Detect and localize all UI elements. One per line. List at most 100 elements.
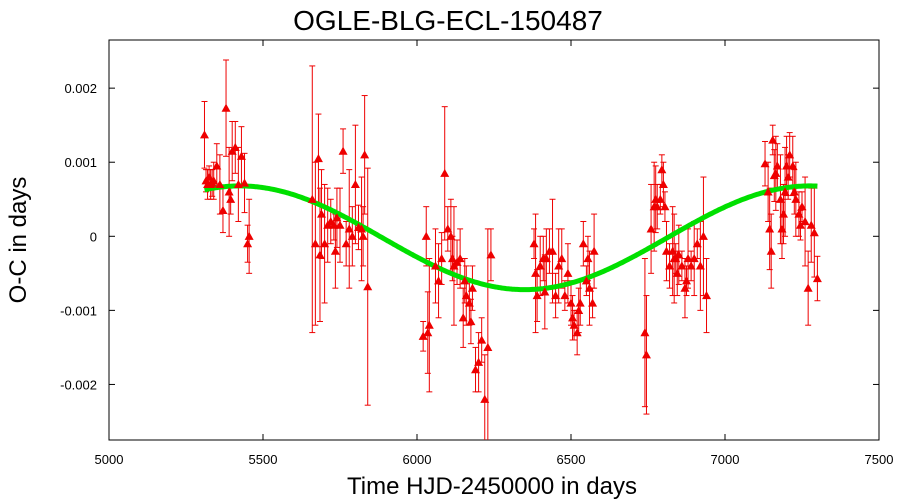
data-point [443, 224, 453, 233]
data-point [683, 254, 693, 263]
data-point [244, 231, 254, 240]
data-point [771, 168, 781, 177]
data-point [760, 159, 770, 168]
data-point [209, 176, 219, 185]
data-point [466, 316, 476, 326]
data-point [674, 250, 684, 259]
data-point [563, 268, 573, 277]
data-point [474, 357, 484, 366]
data-point [554, 261, 564, 270]
data-point [551, 291, 561, 300]
data-point [313, 154, 323, 163]
data-point [702, 291, 712, 300]
data-point [809, 228, 819, 237]
data-point [350, 179, 360, 189]
data-point [458, 313, 468, 322]
x-tick-label: 7500 [865, 452, 894, 467]
data-point [794, 209, 804, 218]
data-point [779, 209, 789, 218]
data-point [655, 194, 665, 203]
data-point [307, 194, 317, 203]
data-point [777, 224, 787, 233]
data-point [480, 394, 490, 403]
data-point [575, 298, 585, 307]
x-axis-ticks: 5000 5500 6000 6500 7000 7500 [95, 40, 894, 467]
data-point [218, 205, 228, 214]
fit-curve-line [204, 183, 818, 293]
data-point [698, 231, 708, 240]
data-point [812, 274, 822, 283]
data-point [800, 216, 810, 226]
data-point [680, 283, 690, 292]
y-tick-label: -0.002 [60, 377, 97, 392]
data-point [560, 291, 570, 300]
data-point [566, 298, 576, 307]
data-point [782, 161, 792, 170]
data-point [765, 224, 775, 233]
data-point [199, 130, 209, 139]
data-point [640, 328, 650, 337]
data-point [785, 150, 795, 159]
data-point [548, 246, 558, 255]
y-axis-ticks: -0.002 -0.001 0 0.001 0.002 [60, 81, 879, 392]
data-point [204, 172, 214, 181]
data-point [424, 320, 434, 329]
data-point [766, 246, 776, 255]
data-point [658, 179, 668, 189]
data-point [467, 283, 477, 292]
x-tick-label: 7000 [711, 452, 740, 467]
data-point [540, 287, 550, 296]
data-point [581, 276, 591, 285]
data-point [584, 283, 594, 292]
data-point [783, 172, 793, 181]
data-point [686, 261, 696, 270]
data-point [692, 239, 702, 248]
data-point [578, 239, 588, 248]
data-point [440, 168, 450, 177]
data-point [320, 239, 330, 248]
data-point [437, 254, 447, 263]
data-point [588, 298, 598, 307]
y-tick-label: 0.001 [64, 155, 97, 170]
data-point [357, 224, 367, 233]
data-point [477, 335, 487, 344]
data-point [221, 103, 231, 112]
data-point [646, 224, 656, 233]
plot-area [108, 39, 880, 441]
data-point [763, 187, 773, 196]
data-point [421, 231, 431, 240]
data-point [652, 202, 662, 211]
data-point [660, 202, 670, 211]
y-axis-label: O-C in days [5, 177, 32, 304]
x-tick-label: 5000 [95, 452, 124, 467]
data-point [310, 239, 320, 248]
data-point [780, 187, 790, 196]
data-point [768, 135, 778, 144]
data-point [695, 261, 705, 270]
y-tick-label: -0.001 [60, 303, 97, 318]
fit-curve [204, 183, 818, 293]
data-point [532, 291, 542, 300]
data-point [557, 254, 567, 263]
data-point [529, 239, 539, 248]
data-point [789, 187, 799, 196]
data-point [446, 231, 456, 240]
data-point [423, 328, 433, 337]
data-point [572, 328, 582, 337]
data-point [418, 331, 428, 340]
data-point [344, 224, 354, 233]
data-point [775, 194, 785, 203]
data-point [338, 146, 348, 155]
error-bar [484, 228, 491, 440]
data-point [347, 231, 357, 240]
data-point [215, 179, 225, 189]
data-point [795, 220, 805, 229]
data-point [535, 261, 545, 270]
data-point [212, 161, 222, 170]
x-tick-label: 6500 [557, 452, 586, 467]
data-point [531, 268, 541, 277]
data-point [672, 268, 682, 277]
data-point [569, 320, 579, 329]
data-point [455, 254, 465, 263]
data-point [460, 276, 470, 285]
